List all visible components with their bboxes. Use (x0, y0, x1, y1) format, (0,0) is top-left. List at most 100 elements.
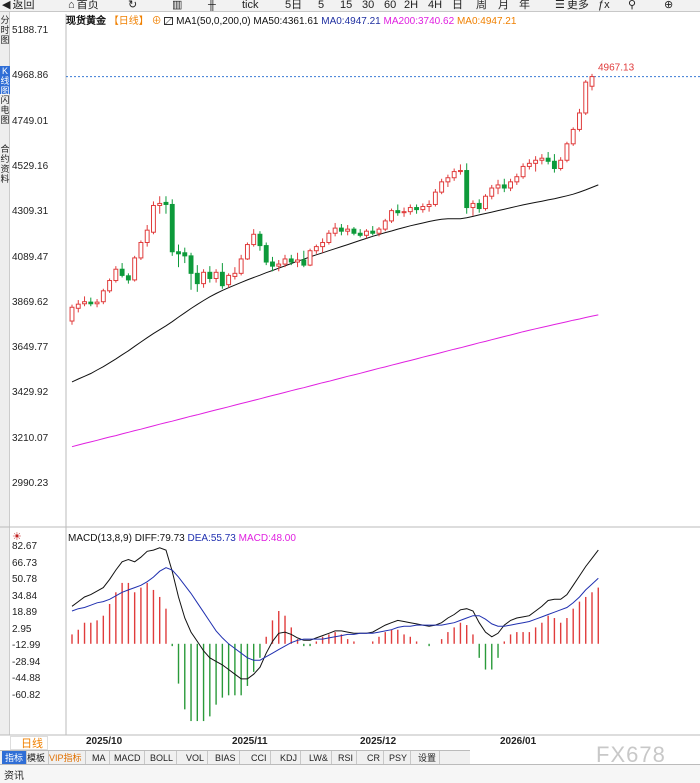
period-indicator[interactable]: 日线 (10, 736, 48, 750)
candle-body (276, 263, 282, 267)
macd-tick: -28.94 (12, 656, 41, 668)
indicator-tab[interactable]: LW& (306, 751, 332, 765)
toolbar-label: 2H (404, 0, 419, 11)
toolbar-d5[interactable]: 5日 (285, 0, 302, 11)
indicator-tab[interactable]: 设置 (415, 751, 441, 765)
date-label: 2025/11 (232, 736, 268, 747)
candle-body (539, 157, 545, 161)
indicator-tab[interactable]: BOLL (147, 751, 178, 765)
candle-body (401, 211, 407, 214)
toolbar-zoomin[interactable]: ⊕ (664, 0, 675, 11)
sidebar-tab-3[interactable]: 合约资料 (0, 144, 10, 184)
macd-tick: 50.78 (12, 574, 38, 585)
price-tick: 4529.16 (12, 160, 49, 172)
candle-body (338, 227, 344, 232)
candle-body (376, 228, 382, 234)
date-label: 2025/12 (360, 736, 397, 747)
candle-body (407, 207, 413, 213)
candle-body (182, 252, 188, 257)
candle-body (508, 181, 513, 189)
period-tag[interactable]: 【日线】 (108, 16, 149, 27)
indicator-tab[interactable]: KDJ (277, 751, 302, 765)
toolbar-label: 5 (318, 0, 325, 11)
indicator-tab[interactable]: MACD (111, 751, 145, 765)
indicator-tab[interactable]: BIAS (212, 751, 240, 765)
candle-body (382, 220, 388, 230)
candle-body (426, 203, 432, 208)
toolbar-candle[interactable]: ╫ (208, 0, 218, 11)
toolbar-h4[interactable]: 4H (428, 0, 442, 11)
candle-body (439, 181, 445, 193)
candle-body (75, 303, 81, 309)
candle-body (570, 128, 576, 145)
toolbar-label: 更多 (566, 0, 589, 11)
toolbar-more[interactable]: ☰ 更多 (555, 0, 589, 11)
toolbar-bars[interactable]: ▥ (172, 0, 184, 11)
candle-body (533, 159, 539, 164)
macd-settings-icon[interactable]: ☀ (12, 531, 22, 543)
macd-diff-line (71, 547, 599, 680)
candle-body (351, 228, 357, 234)
indicator-tab[interactable]: PSY (386, 751, 412, 765)
macd-dea-line (71, 567, 599, 661)
toolbar-label: 15 (340, 0, 353, 11)
toolbar-m30[interactable]: 30 (362, 0, 375, 11)
candle-body (107, 280, 113, 292)
candle-body (583, 81, 589, 114)
indicator-tab[interactable]: CR (364, 751, 384, 765)
chart-info-line: 现货黄金 【日线】 ⊕ MA1(50,0,200,0) MA50:4361.61… (66, 15, 516, 28)
ma-settings-icon[interactable] (164, 17, 174, 25)
toolbar-label: 30 (362, 0, 375, 11)
toolbar-week[interactable]: 周 (476, 0, 487, 11)
toolbar-home[interactable]: ⌂ 首页 (68, 0, 99, 11)
candle-body (483, 195, 488, 210)
toolbar-tick[interactable]: tick (242, 0, 259, 11)
indicator-tab[interactable]: 指标 (2, 751, 28, 765)
indicator-tab[interactable]: 模板 (24, 751, 50, 765)
add-icon[interactable]: ⊕ (151, 16, 162, 27)
indicator-tab[interactable]: VIP指标 (46, 751, 86, 765)
macd-diff: DIFF:79.73 (134, 533, 185, 544)
toolbar-h2[interactable]: 2H (404, 0, 419, 11)
macd-label: MACD(13,8,9) (68, 533, 132, 544)
candle-body (470, 202, 476, 209)
toolbar-day[interactable]: 日 (452, 0, 463, 11)
candle-body (464, 170, 470, 209)
candle-body (257, 233, 263, 247)
candle-body (364, 230, 369, 236)
ma50-line (71, 184, 599, 383)
zoom-in-icon: ⊕ (664, 0, 674, 11)
candle-body (188, 255, 194, 274)
candle-body (389, 210, 394, 222)
indicator-tab[interactable]: MA (89, 751, 110, 765)
toolbar-year[interactable]: 年 (519, 0, 530, 11)
toolbar-label: 年 (519, 0, 530, 11)
macd-tick: 66.73 (12, 557, 38, 569)
candle-body (545, 157, 551, 162)
indicator-tab[interactable]: RSI (335, 751, 358, 765)
candle-body (420, 206, 426, 211)
candle-body (238, 258, 244, 274)
candle-body (313, 246, 319, 252)
toolbar-back[interactable]: ◀ 返回 (2, 0, 34, 11)
indicator-tab[interactable]: VOL (183, 751, 209, 765)
news-tab[interactable]: 资讯 (4, 771, 24, 782)
candle-body (194, 272, 200, 285)
back-arrow-icon: ◀ (2, 0, 11, 11)
sidebar-tab-0[interactable]: 分时图 (0, 15, 10, 45)
toolbar-search[interactable]: ⚲ (628, 0, 638, 11)
toolbar-m5[interactable]: 5 (318, 0, 325, 11)
toolbar-formula[interactable]: ƒx (598, 0, 612, 11)
sidebar-tab-2[interactable]: 闪电图 (0, 95, 10, 125)
home-icon: ⌂ (68, 0, 75, 11)
candle-body (326, 232, 332, 243)
bar-chart-icon: ▥ (172, 0, 183, 11)
indicator-tab[interactable]: CCI (248, 751, 271, 765)
macd-tick: -12.99 (12, 640, 41, 651)
toolbar-m60[interactable]: 60 (384, 0, 396, 11)
toolbar-refresh[interactable]: ↻ (128, 0, 139, 11)
sidebar-tab-1[interactable]: K线图 (0, 66, 10, 96)
toolbar-month[interactable]: 月 (498, 0, 509, 11)
toolbar-m15[interactable]: 15 (340, 0, 353, 11)
